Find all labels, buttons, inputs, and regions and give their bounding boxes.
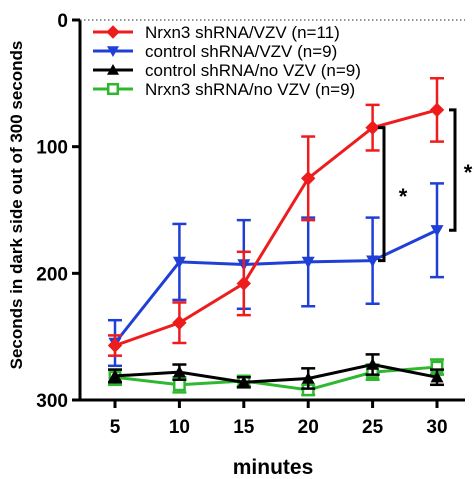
significance-bracket	[378, 126, 386, 263]
x-axis-title: minutes	[233, 456, 314, 479]
significance-annotations: **	[378, 108, 473, 263]
legend-label: Nrxn3 shRNA/VZV (n=11)	[145, 23, 340, 42]
data-point-triangle-down	[430, 225, 444, 237]
data-point-triangle-down	[366, 255, 380, 268]
data-point-triangle-down	[172, 256, 186, 269]
data-point-triangle-down	[301, 256, 315, 269]
series-control-shrna-no-vzv-n-9-	[108, 353, 444, 390]
data-point-square	[172, 378, 186, 392]
legend-item: control shRNA/VZV (n=9)	[93, 42, 337, 61]
series-layer	[107, 77, 445, 397]
data-point-triangle-up	[107, 64, 119, 75]
significance-bracket	[449, 108, 457, 232]
series-line	[114, 108, 438, 347]
series-line	[113, 228, 438, 344]
data-point-diamond	[300, 171, 316, 186]
series-nrxn3-shrna-no-vzv-n-9-	[108, 358, 444, 397]
x-tick-label: 10	[169, 417, 190, 438]
x-tick-label: 30	[426, 417, 447, 438]
y-tick-label: 200	[36, 264, 68, 285]
legend: Nrxn3 shRNA/VZV (n=11)control shRNA/VZV …	[93, 23, 361, 99]
data-point-diamond	[236, 276, 252, 291]
axes: 0 100 200 300 5 10 15 20 25 30	[36, 11, 465, 438]
legend-item: Nrxn3 shRNA/VZV (n=11)	[93, 23, 340, 42]
series-line	[114, 365, 438, 392]
series-control-shrna-vzv-n-9-	[108, 182, 444, 368]
data-point-diamond	[429, 102, 445, 118]
data-point-triangle-down	[107, 46, 119, 57]
y-tick-label: 300	[36, 391, 68, 412]
data-point-triangle-up	[301, 371, 315, 384]
y-tick-label: 100	[36, 138, 68, 159]
legend-label: control shRNA/VZV (n=9)	[145, 42, 337, 61]
data-point-diamond	[365, 120, 380, 135]
data-point-triangle-up	[108, 369, 122, 382]
x-tick-label: 5	[110, 417, 121, 438]
legend-label: control shRNA/no VZV (n=9)	[145, 61, 361, 80]
data-point-triangle-up	[430, 370, 444, 383]
x-tick-label: 15	[233, 417, 255, 438]
data-point-triangle-up	[366, 358, 380, 370]
legend-item: Nrxn3 shRNA/no VZV (n=9)	[93, 80, 355, 99]
significance-star: *	[399, 184, 408, 209]
data-point-diamond	[107, 338, 123, 353]
data-point-triangle-up	[172, 365, 186, 378]
data-point-square	[106, 82, 120, 96]
data-point-diamond	[172, 315, 187, 330]
x-tick-label: 25	[362, 417, 384, 438]
y-tick-label: 0	[57, 11, 68, 32]
legend-label: Nrxn3 shRNA/no VZV (n=9)	[145, 80, 355, 99]
legend-item: control shRNA/no VZV (n=9)	[93, 61, 361, 80]
data-point-triangle-up	[237, 375, 251, 388]
series-nrxn3-shrna-vzv-n-11-	[107, 77, 445, 357]
data-point-diamond	[106, 25, 120, 39]
series-line	[114, 363, 438, 384]
x-tick-label: 20	[298, 417, 319, 438]
y-axis-title: Seconds in dark side out of 300 seconds	[7, 41, 26, 370]
significance-star: *	[464, 160, 473, 185]
